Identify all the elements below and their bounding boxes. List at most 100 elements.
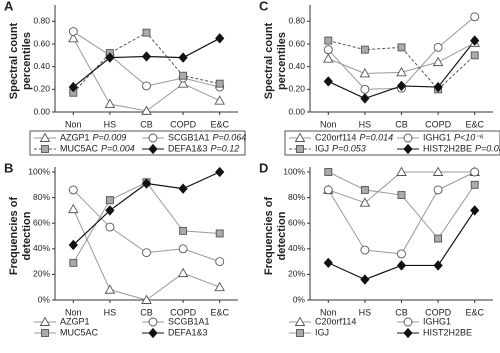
x-tick-label: Non (65, 307, 82, 317)
legend-label: AZGP1 (60, 132, 90, 142)
legend-p-value: P=0.004 (101, 143, 135, 153)
y-axis-label: percentiles (21, 32, 33, 90)
y-tick-label: 100% (283, 166, 305, 176)
marker (41, 145, 49, 153)
marker (178, 183, 188, 194)
panel-label: C (259, 0, 269, 13)
legend-p-value: P=0.035 (475, 143, 500, 153)
marker (215, 79, 224, 88)
legend-label: DEFA1&3 (168, 143, 208, 153)
x-tick-label: CB (395, 307, 408, 317)
marker (432, 166, 444, 176)
marker (68, 27, 78, 36)
marker (215, 33, 225, 44)
marker (39, 316, 51, 326)
y-axis-label: detection (21, 211, 33, 260)
marker (470, 205, 480, 216)
marker (68, 203, 79, 214)
marker (141, 105, 152, 115)
marker (68, 185, 78, 195)
marker (105, 52, 115, 63)
series-line (327, 16, 476, 90)
marker (41, 329, 49, 337)
marker (68, 32, 79, 43)
legend-p-value: P=0.014 (359, 132, 393, 142)
marker (177, 78, 189, 88)
legend-label: MUC5AC (60, 327, 99, 337)
x-tick-label: Non (320, 119, 337, 129)
marker (470, 51, 479, 60)
legend-label: SCGB1A1 (168, 132, 210, 142)
y-axis-label: detection (276, 211, 288, 260)
marker (403, 143, 413, 155)
x-tick-label: Non (65, 119, 82, 129)
marker (141, 294, 152, 304)
marker (214, 281, 225, 292)
marker (178, 52, 188, 63)
marker (360, 93, 370, 104)
marker (68, 81, 78, 93)
marker (470, 167, 480, 177)
legend-p-value: P<10⁻⁶ (454, 132, 484, 142)
marker (323, 76, 333, 87)
marker (105, 205, 115, 216)
marker (360, 274, 370, 285)
marker (142, 248, 151, 258)
marker (141, 51, 152, 62)
x-tick-label: E&C (465, 119, 484, 129)
marker (148, 317, 158, 327)
marker (396, 166, 407, 176)
y-tick-label: 40% (288, 243, 305, 253)
x-tick-label: HS (359, 307, 372, 317)
marker (470, 12, 480, 22)
x-tick-label: COPD (170, 119, 197, 129)
y-tick-label: 0% (293, 294, 306, 304)
y-tick-label: 0.00 (288, 106, 305, 116)
marker (69, 258, 78, 267)
marker (396, 66, 407, 77)
legend-label: SCGB1A1 (168, 316, 210, 326)
legend-label: MUC5AC (60, 143, 99, 153)
marker (323, 257, 333, 269)
y-tick-label: 60% (33, 217, 50, 227)
y-tick-label: 0.80 (288, 16, 305, 26)
marker (323, 185, 333, 195)
y-tick-label: 0.20 (288, 84, 305, 94)
marker (360, 84, 370, 94)
marker (397, 249, 406, 259)
y-tick-label: 100% (28, 166, 50, 176)
marker (324, 36, 333, 45)
legend-p-value: P=0.009 (93, 132, 127, 142)
series-line (328, 40, 476, 91)
marker (294, 132, 306, 142)
y-tick-label: 20% (33, 269, 50, 279)
x-tick-label: COPD (425, 119, 452, 129)
marker (105, 222, 115, 232)
marker (360, 185, 369, 194)
marker (396, 80, 407, 92)
x-tick-label: COPD (170, 307, 197, 317)
x-tick-label: CB (140, 307, 153, 317)
y-tick-label: 60% (288, 217, 305, 227)
y-tick-label: 80% (33, 192, 50, 202)
marker (359, 68, 371, 78)
y-tick-label: 0.40 (288, 61, 305, 71)
x-tick-label: COPD (425, 307, 452, 317)
legend-box (284, 130, 500, 156)
marker (214, 95, 225, 105)
marker (397, 43, 406, 52)
x-tick-label: E&C (210, 119, 229, 129)
marker (142, 81, 151, 91)
marker (215, 229, 224, 238)
x-tick-label: Non (320, 307, 337, 317)
series-line (327, 171, 475, 255)
y-axis-label: Spectral count (263, 22, 275, 99)
series-line (72, 38, 220, 112)
x-tick-label: E&C (210, 307, 229, 317)
marker (433, 185, 443, 195)
legend-p-value: P=0.064 (213, 132, 247, 142)
marker (148, 143, 158, 155)
marker (360, 245, 370, 255)
y-tick-label: 0.00 (33, 106, 50, 116)
marker (296, 145, 304, 153)
